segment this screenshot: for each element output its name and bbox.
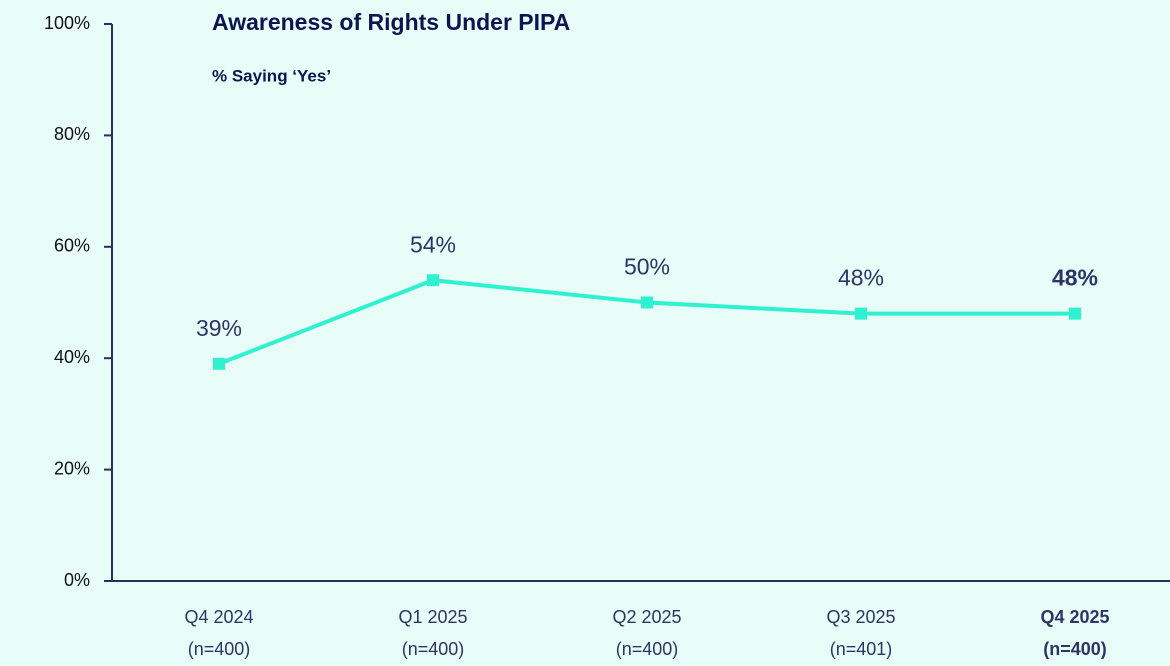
marker bbox=[213, 357, 225, 370]
x-tick-label: Q4 2025 bbox=[1040, 607, 1109, 627]
data-label: 54% bbox=[410, 231, 456, 257]
marker bbox=[427, 274, 439, 287]
x-tick-label: Q1 2025 bbox=[398, 607, 467, 627]
line bbox=[218, 278, 1075, 366]
x-tick-label: Q2 2025 bbox=[612, 607, 681, 627]
x-tick-label: (n=400) bbox=[402, 639, 465, 659]
y-tick-label: 60% bbox=[54, 236, 90, 256]
x-tick-label: Q4 2024 bbox=[184, 607, 253, 627]
marker bbox=[1069, 307, 1081, 320]
data-label: 39% bbox=[196, 315, 242, 341]
data-label: 48% bbox=[838, 265, 884, 291]
y-tick-label: 40% bbox=[54, 347, 90, 367]
y-tick-label: 20% bbox=[54, 458, 90, 478]
x-tick-label: (n=400) bbox=[188, 639, 251, 659]
y-tick-label: 100% bbox=[44, 13, 90, 33]
data-label: 48% bbox=[1052, 265, 1098, 291]
x-tick-label: Q3 2025 bbox=[826, 607, 895, 627]
x-tick-label: (n=401) bbox=[830, 639, 893, 659]
marker bbox=[641, 296, 653, 309]
x-tick-label: (n=400) bbox=[1043, 639, 1107, 659]
x-tick-label: (n=400) bbox=[616, 639, 679, 659]
chart-subtitle: % Saying ‘Yes’ bbox=[212, 66, 331, 85]
data-label: 50% bbox=[624, 254, 670, 280]
y-tick-label: 80% bbox=[54, 124, 90, 144]
y-tick-label: 0% bbox=[64, 570, 90, 590]
chart-title: Awareness of Rights Under PIPA bbox=[212, 9, 570, 35]
marker bbox=[855, 307, 867, 320]
